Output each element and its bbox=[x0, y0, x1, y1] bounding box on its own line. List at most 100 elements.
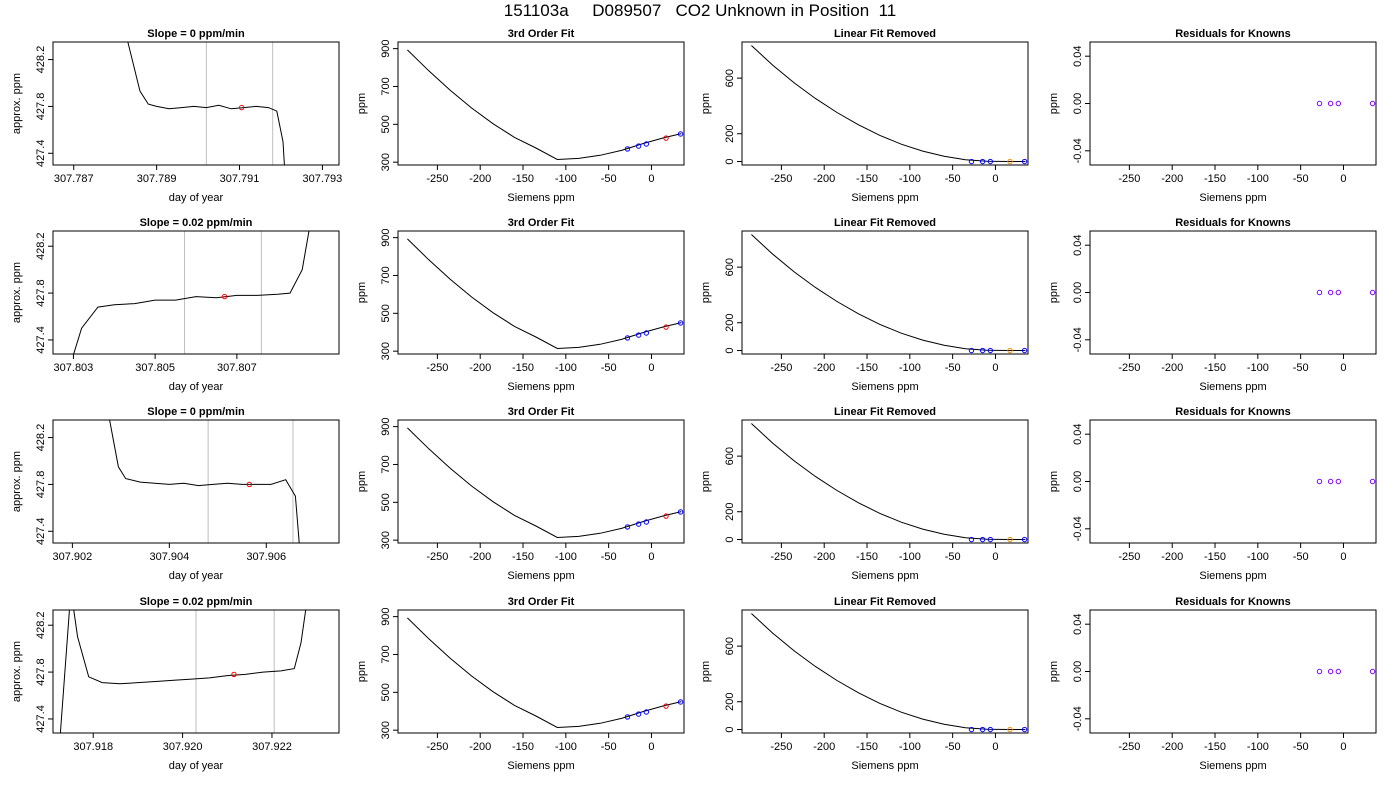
known-point bbox=[643, 709, 650, 715]
residual-point bbox=[1327, 478, 1334, 485]
known-point bbox=[968, 536, 975, 543]
x-tick-label: 307.805 bbox=[135, 362, 175, 374]
x-tick-label: -50 bbox=[601, 173, 617, 185]
x-tick-label: -50 bbox=[1293, 551, 1309, 563]
x-axis-label: day of year bbox=[169, 192, 224, 204]
known-point bbox=[677, 131, 684, 137]
panel-title: 3rd Order Fit bbox=[508, 406, 575, 418]
x-axis-label: Siemens ppm bbox=[507, 570, 574, 582]
x-tick-label: 0 bbox=[992, 362, 998, 374]
x-axis-label: Siemens ppm bbox=[507, 381, 574, 393]
x-tick-label: 307.918 bbox=[73, 741, 113, 753]
x-tick-label: 307.789 bbox=[137, 173, 177, 185]
series-line bbox=[407, 427, 682, 539]
x-tick-label: -250 bbox=[1118, 173, 1140, 185]
known-point bbox=[635, 143, 642, 149]
y-tick-label: 700 bbox=[380, 266, 392, 284]
series-line bbox=[407, 49, 682, 161]
known-point bbox=[968, 158, 975, 165]
series-line bbox=[109, 420, 300, 543]
y-tick-label: 600 bbox=[724, 637, 736, 655]
y-tick-label: 0.00 bbox=[1072, 93, 1084, 114]
y-axis-label: ppm bbox=[356, 661, 368, 682]
plot-frame bbox=[52, 419, 340, 544]
known-point bbox=[979, 158, 986, 165]
known-point bbox=[979, 536, 986, 543]
residual-point bbox=[1369, 668, 1376, 675]
y-axis-label: ppm bbox=[356, 282, 368, 303]
unknown-point bbox=[221, 293, 228, 300]
y-tick-label: 300 bbox=[380, 342, 392, 360]
x-tick-label: -150 bbox=[1204, 362, 1226, 374]
y-tick-label: 427.8 bbox=[35, 471, 47, 499]
known-point bbox=[987, 726, 994, 733]
panel-title: Linear Fit Removed bbox=[834, 217, 936, 229]
known-point bbox=[643, 330, 650, 336]
x-tick-label: -100 bbox=[555, 551, 577, 563]
y-tick-label: 200 bbox=[724, 693, 736, 711]
reference-point bbox=[1007, 158, 1013, 165]
x-tick-label: -200 bbox=[469, 741, 491, 753]
residual-point bbox=[1327, 668, 1334, 675]
panel-r3-c4: Residuals for Knowns -250 -200 -150 -100 -50 0… bbox=[1048, 406, 1377, 582]
panel-title: Slope = 0.02 ppm/min bbox=[140, 217, 253, 229]
y-tick-label: 427.8 bbox=[35, 93, 47, 121]
y-tick-label: 427.8 bbox=[35, 279, 47, 307]
y-tick-label: -0.04 bbox=[1072, 327, 1084, 352]
x-tick-label: 307.803 bbox=[54, 362, 94, 374]
series-line bbox=[407, 238, 682, 350]
y-tick-label: 500 bbox=[380, 304, 392, 322]
x-tick-label: -50 bbox=[945, 362, 961, 374]
x-tick-label: 0 bbox=[648, 362, 654, 374]
y-tick-label: 0 bbox=[724, 536, 736, 542]
y-axis-label: approx. ppm bbox=[11, 451, 23, 512]
x-tick-label: -250 bbox=[770, 741, 792, 753]
x-tick-label: -200 bbox=[1161, 173, 1183, 185]
y-axis-label: ppm bbox=[1048, 661, 1060, 682]
known-point bbox=[643, 141, 650, 147]
y-axis-label: ppm bbox=[700, 471, 712, 492]
y-tick-label: 300 bbox=[380, 153, 392, 171]
y-tick-label: 500 bbox=[380, 683, 392, 701]
y-tick-label: 427.4 bbox=[35, 140, 47, 168]
panel-title: Slope = 0 ppm/min bbox=[147, 28, 245, 40]
series-line bbox=[751, 45, 1026, 162]
known-point bbox=[624, 335, 631, 341]
series-line bbox=[407, 617, 682, 729]
x-axis-label: Siemens ppm bbox=[1199, 760, 1266, 772]
x-tick-label: -150 bbox=[512, 741, 534, 753]
x-tick-label: -100 bbox=[899, 362, 921, 374]
x-tick-label: -150 bbox=[512, 173, 534, 185]
known-point bbox=[624, 714, 631, 720]
x-tick-label: -250 bbox=[426, 362, 448, 374]
x-tick-label: 307.807 bbox=[217, 362, 257, 374]
y-tick-label: 500 bbox=[380, 115, 392, 133]
known-point bbox=[987, 347, 994, 354]
panel-r4-c4: Residuals for Knowns -250 -200 -150 -100 -50 0… bbox=[1048, 596, 1377, 772]
y-axis-label: ppm bbox=[1048, 282, 1060, 303]
plot-frame bbox=[52, 230, 340, 355]
panel-r2-c2: 3rd Order Fit -250 -200 -150 -100 -50 0 Siemens… bbox=[356, 217, 685, 393]
y-axis-label: ppm bbox=[700, 282, 712, 303]
plot-frame bbox=[741, 419, 1029, 544]
y-tick-label: 0.00 bbox=[1072, 282, 1084, 303]
x-tick-label: -50 bbox=[1293, 362, 1309, 374]
y-tick-label: 900 bbox=[380, 607, 392, 625]
panel-title: Residuals for Knowns bbox=[1175, 406, 1291, 418]
x-tick-label: 0 bbox=[992, 551, 998, 563]
x-tick-label: -200 bbox=[813, 551, 835, 563]
residual-point bbox=[1316, 100, 1323, 107]
known-point bbox=[1021, 347, 1028, 354]
x-tick-label: -100 bbox=[899, 551, 921, 563]
x-tick-label: 0 bbox=[1340, 362, 1346, 374]
known-point bbox=[987, 536, 994, 543]
residual-point bbox=[1316, 478, 1323, 485]
x-tick-label: 0 bbox=[1340, 173, 1346, 185]
unknown-point bbox=[663, 135, 669, 141]
known-point bbox=[624, 146, 631, 152]
unknown-point bbox=[238, 104, 245, 111]
known-point bbox=[979, 726, 986, 733]
panel-r2-c3: Linear Fit Removed -250 -200 -150 -100 -50 0 Si… bbox=[700, 217, 1029, 393]
known-point bbox=[987, 158, 994, 165]
